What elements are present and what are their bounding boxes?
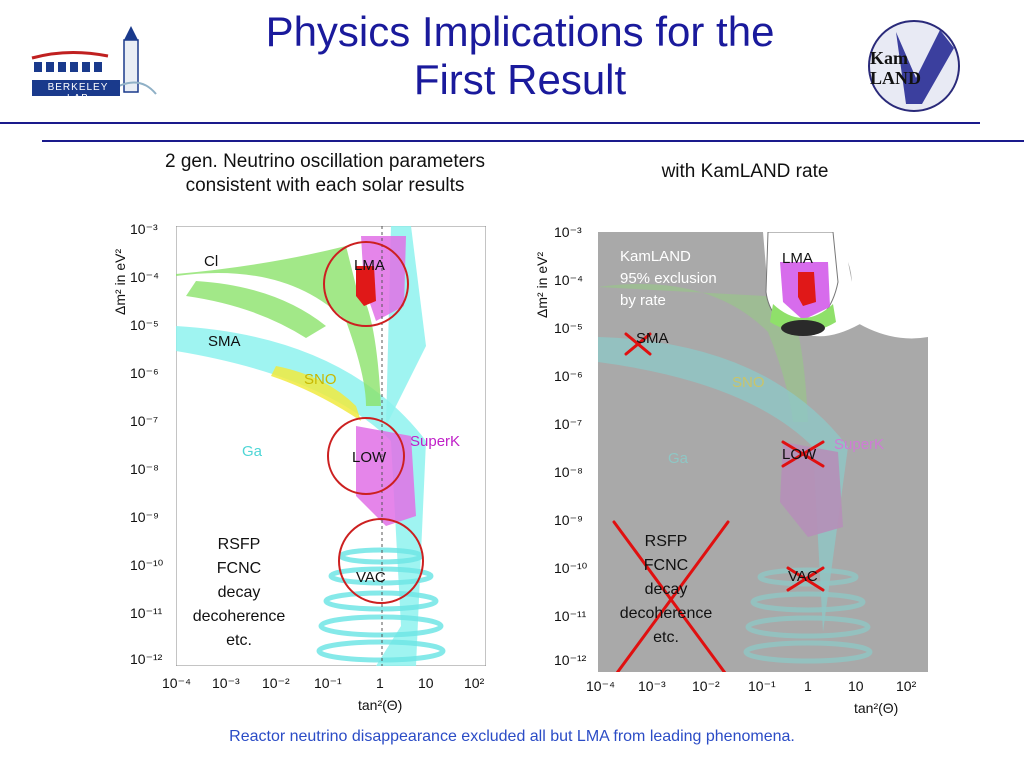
left-plot-heading: 2 gen. Neutrino oscillation parameters c… xyxy=(164,151,485,196)
left-y-tick-9: 10⁻¹¹ xyxy=(130,605,163,621)
left-x-tick-4: 10⁻¹ xyxy=(314,675,342,691)
right-y-tick-2: 10⁻⁴ xyxy=(554,272,583,288)
left-plot-canvas xyxy=(176,226,486,666)
right-plot-canvas xyxy=(598,232,928,672)
right-x-tick-1: 10⁻⁴ xyxy=(586,678,615,694)
right-x-tick-3: 10⁻² xyxy=(692,678,720,694)
left-plot: 10⁻³ 10⁻⁴ 10⁻⁵ 10⁻⁶ 10⁻⁷ 10⁻⁸ 10⁻⁹ 10⁻¹⁰… xyxy=(100,205,530,725)
right-y-tick-3: 10⁻⁵ xyxy=(554,320,583,336)
kamland-logo-line2: LAND xyxy=(870,68,922,88)
left-y-tick-2: 10⁻⁴ xyxy=(130,269,159,285)
right-label-low: LOW xyxy=(782,446,817,463)
slide-caption: Reactor neutrino disappearance excluded … xyxy=(229,728,795,745)
left-x-tick-7: 10² xyxy=(464,675,485,691)
right-y-tick-6: 10⁻⁸ xyxy=(554,464,583,480)
left-y-tick-3: 10⁻⁵ xyxy=(130,317,159,333)
left-label-low: LOW xyxy=(352,449,387,466)
slide-title: Physics Implications for the First Resul… xyxy=(180,8,860,104)
right-label-lma: LMA xyxy=(782,250,813,267)
left-label-sno: SNO xyxy=(304,371,337,388)
right-label-sno: SNO xyxy=(732,374,765,391)
left-y-tick-8: 10⁻¹⁰ xyxy=(130,557,164,573)
left-label-ga: Ga xyxy=(242,443,263,460)
right-y-tick-10: 10⁻¹² xyxy=(554,652,587,668)
left-x-tick-3: 10⁻² xyxy=(262,675,290,691)
right-y-axis-label: Δm² in eV² xyxy=(534,251,550,318)
left-label-sma: SMA xyxy=(208,333,241,350)
right-x-tick-2: 10⁻³ xyxy=(638,678,666,694)
right-y-tick-1: 10⁻³ xyxy=(554,224,582,240)
left-y-axis-label: Δm² in eV² xyxy=(112,248,128,315)
left-other-phenomena: RSFP FCNC decay decoherence etc. xyxy=(192,536,286,649)
title-line-1: Physics Implications for the xyxy=(265,8,775,55)
title-line-2: First Result xyxy=(413,56,627,103)
right-x-tick-6: 10 xyxy=(848,678,864,694)
kamland-logo-line1: Kam xyxy=(870,48,908,68)
right-x-tick-5: 1 xyxy=(804,678,812,694)
left-x-tick-6: 10 xyxy=(418,675,434,691)
left-label-cl: Cl xyxy=(204,253,219,270)
right-label-ga: Ga xyxy=(668,450,689,467)
berkeley-lab-logo: BERKELEY LAB xyxy=(28,22,158,104)
left-label-superk: SuperK xyxy=(410,433,461,450)
berkeley-lab-text: BERKELEY LAB xyxy=(47,82,109,104)
right-plot: 10⁻³ 10⁻⁴ 10⁻⁵ 10⁻⁶ 10⁻⁷ 10⁻⁸ 10⁻⁹ 10⁻¹⁰… xyxy=(520,210,950,730)
right-y-tick-9: 10⁻¹¹ xyxy=(554,608,587,624)
right-label-sma: SMA xyxy=(636,330,669,347)
right-exclusion-note: KamLAND 95% exclusion by rate xyxy=(620,248,717,309)
right-x-tick-4: 10⁻¹ xyxy=(748,678,776,694)
right-y-tick-7: 10⁻⁹ xyxy=(554,512,583,528)
left-label-vac: VAC xyxy=(356,569,386,586)
right-y-tick-8: 10⁻¹⁰ xyxy=(554,560,588,576)
header-rule-bottom xyxy=(42,140,1024,142)
left-x-axis-label: tan²(Θ) xyxy=(358,697,403,713)
right-label-superk: SuperK xyxy=(834,436,885,453)
left-y-tick-6: 10⁻⁸ xyxy=(130,461,159,477)
left-label-lma: LMA xyxy=(354,257,385,274)
left-y-tick-7: 10⁻⁹ xyxy=(130,509,159,525)
left-x-tick-1: 10⁻⁴ xyxy=(162,675,191,691)
left-y-tick-4: 10⁻⁶ xyxy=(130,365,159,381)
left-x-tick-2: 10⁻³ xyxy=(212,675,240,691)
right-label-vac: VAC xyxy=(788,568,818,585)
right-y-tick-4: 10⁻⁶ xyxy=(554,368,583,384)
right-other-phenomena: RSFP FCNC decay decoherence etc. xyxy=(619,533,713,646)
left-y-tick-10: 10⁻¹² xyxy=(130,651,163,667)
right-y-tick-5: 10⁻⁷ xyxy=(554,416,583,432)
kamland-logo: Kam LAND xyxy=(866,18,962,114)
right-x-tick-7: 10² xyxy=(896,678,917,694)
left-y-tick-5: 10⁻⁷ xyxy=(130,413,159,429)
right-x-axis-label: tan²(Θ) xyxy=(854,700,899,716)
left-x-tick-5: 1 xyxy=(376,675,384,691)
right-plot-heading: with KamLAND rate xyxy=(661,161,829,182)
header-rule-top xyxy=(0,122,980,124)
left-y-tick-1: 10⁻³ xyxy=(130,221,158,237)
